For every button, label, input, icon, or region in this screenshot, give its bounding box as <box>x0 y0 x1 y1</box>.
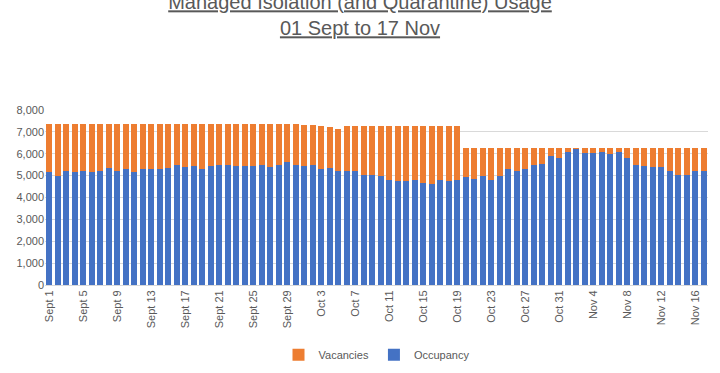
svg-text:Vacancies: Vacancies <box>319 349 369 361</box>
svg-text:Nov 4: Nov 4 <box>587 290 599 319</box>
svg-text:Sept 13: Sept 13 <box>145 290 157 328</box>
svg-text:Oct 15: Oct 15 <box>417 290 429 322</box>
svg-text:Sept 9: Sept 9 <box>111 290 123 322</box>
svg-text:Nov 8: Nov 8 <box>621 290 633 319</box>
svg-text:Nov 16: Nov 16 <box>689 290 701 325</box>
svg-text:Oct 7: Oct 7 <box>349 290 361 316</box>
svg-text:Sept 17: Sept 17 <box>179 290 191 328</box>
svg-text:2,000: 2,000 <box>16 235 44 247</box>
svg-text:Sept 29: Sept 29 <box>281 290 293 328</box>
svg-text:3,000: 3,000 <box>16 213 44 225</box>
svg-text:5,000: 5,000 <box>16 169 44 181</box>
svg-text:7,000: 7,000 <box>16 126 44 138</box>
svg-text:Occupancy: Occupancy <box>414 349 470 361</box>
svg-text:Oct 31: Oct 31 <box>553 290 565 322</box>
svg-text:Oct 3: Oct 3 <box>315 290 327 316</box>
svg-text:Sept 1: Sept 1 <box>43 290 55 322</box>
svg-text:1,000: 1,000 <box>16 257 44 269</box>
svg-text:Managed Isolation (and Quarant: Managed Isolation (and Quarantine) Usage… <box>168 0 552 39</box>
svg-text:Nov 12: Nov 12 <box>655 290 667 325</box>
svg-text:8,000: 8,000 <box>16 104 44 116</box>
svg-text:Oct 11: Oct 11 <box>383 290 395 322</box>
svg-text:Oct 27: Oct 27 <box>519 290 531 322</box>
svg-text:Sept 21: Sept 21 <box>213 290 225 328</box>
svg-text:Sept 5: Sept 5 <box>77 290 89 322</box>
svg-text:Oct 19: Oct 19 <box>451 290 463 322</box>
svg-text:Sept 25: Sept 25 <box>247 290 259 328</box>
svg-text:Oct 23: Oct 23 <box>485 290 497 322</box>
svg-text:4,000: 4,000 <box>16 191 44 203</box>
svg-text:0: 0 <box>38 279 44 291</box>
svg-text:6,000: 6,000 <box>16 148 44 160</box>
